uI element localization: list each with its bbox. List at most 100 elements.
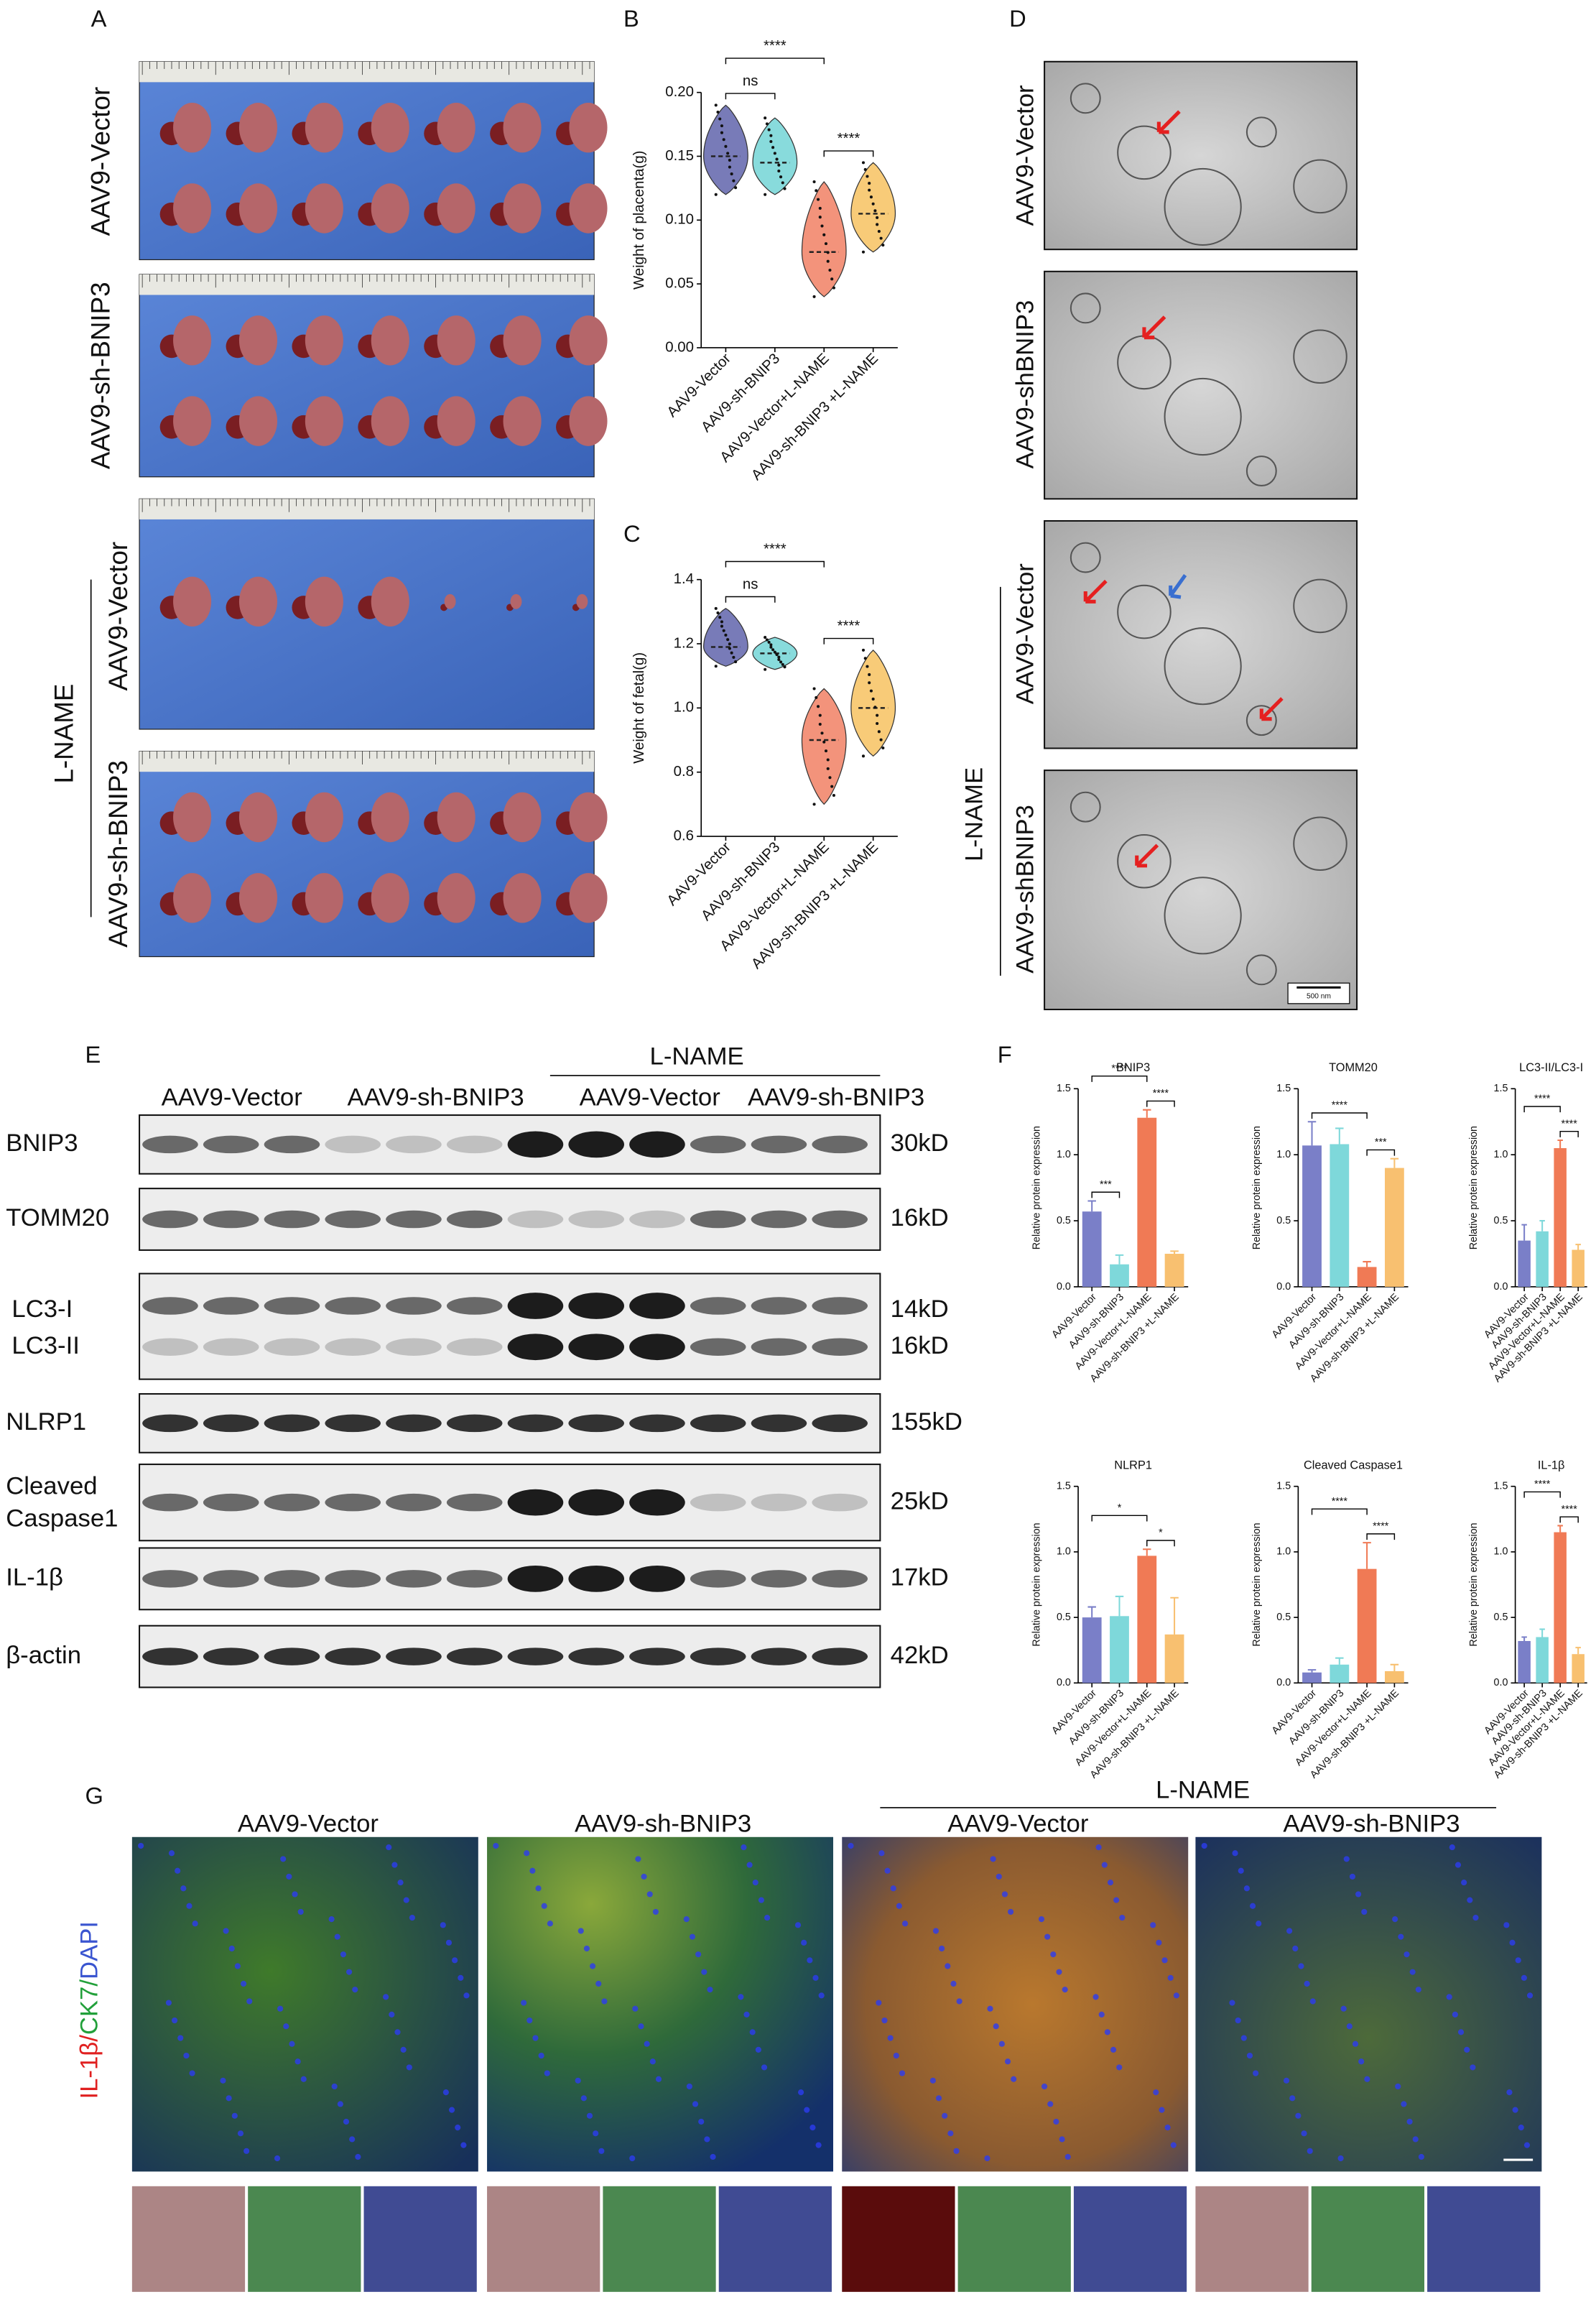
nucleus [346,1969,353,1975]
y-tick-label: 1.5 [1057,1480,1071,1492]
point [764,193,767,196]
band [386,1210,442,1229]
band [690,1210,746,1229]
nucleus [755,2046,761,2053]
nucleus [794,1922,802,1928]
nucleus [801,1939,807,1946]
error-bar [1087,1200,1096,1212]
fetus [305,315,343,366]
point [832,793,835,798]
fetus [173,183,212,234]
nucleus [632,2005,639,2012]
nucleus [1246,2052,1253,2059]
bar [1164,1634,1184,1683]
y-axis-label: Relative protein expression [1251,1522,1263,1646]
channel-image [363,2186,477,2292]
significance-bracket [1091,1191,1121,1198]
nucleus [698,2118,705,2125]
channel-image [248,2186,361,2292]
point [816,705,820,708]
nucleus [240,1980,247,1987]
arrow [1142,315,1166,340]
y-tick-label: 1.4 [674,571,694,587]
fetus [305,396,343,446]
point [861,161,866,165]
bar [1536,1637,1549,1683]
significance-bracket [1559,1130,1579,1137]
point [716,611,720,615]
em-image [1044,270,1358,500]
point [783,665,787,669]
point [726,638,730,642]
nucleus [192,1921,198,1927]
point [714,606,718,610]
band [690,1414,746,1433]
size-label: 16kD [891,1204,949,1231]
significance-bracket [1091,1515,1148,1522]
nucleus [804,2107,810,2113]
point [822,233,826,236]
nucleus [228,1945,235,1952]
nucleus [1304,1980,1310,1987]
nucleus [277,2005,284,2012]
significance-bracket [725,596,776,603]
fetus [371,315,409,366]
nucleus [328,1916,335,1923]
y-tick-label: 0.5 [1276,1215,1291,1226]
band [142,1338,198,1356]
band [812,1570,868,1588]
nucleus [932,1928,939,1934]
point [728,165,731,169]
point [714,193,718,196]
band [203,1570,259,1588]
fetus [503,873,542,923]
nucleus [1116,2064,1123,2071]
group-label: AAV9-sh-BNIP3 [575,1811,751,1838]
nucleus [1038,1916,1045,1923]
point [777,655,781,659]
nucleus [138,1842,144,1849]
nucleus [175,1867,181,1874]
point [724,633,728,637]
band [812,1647,868,1665]
nucleus [993,2023,999,2030]
fetus [569,396,608,446]
band [812,1414,868,1433]
fetus [305,102,343,153]
band [264,1493,320,1512]
fetus [173,102,212,153]
nucleus [165,2000,172,2006]
band [264,1647,320,1665]
band [142,1135,198,1154]
channel-image [1073,2186,1187,2292]
band [386,1414,442,1433]
group-label: AAV9-sh-BNIP3 [347,1084,524,1111]
bar [1384,1168,1404,1287]
point [828,268,832,272]
point [826,259,830,263]
fetus [444,593,456,609]
band [629,1210,685,1229]
nucleus [953,2148,960,2154]
nucleus [749,2029,756,2035]
treatment-label: L-NAME [1156,1777,1250,1804]
point [775,653,779,657]
y-axis-label: Relative protein expression [1031,1126,1043,1249]
protein-label: IL-1β [6,1564,63,1591]
significance-label: * [1159,1528,1163,1539]
em-image [1044,519,1358,749]
violin [703,104,748,195]
y-tick-label: 0.5 [1276,1612,1291,1623]
nucleus [689,1933,696,1940]
error-bar [1557,1139,1563,1148]
panel-label: C [623,520,641,547]
point [714,103,718,107]
nucleus [590,1963,596,1969]
channel-image [1311,2186,1425,2292]
point [820,731,824,735]
nucleus [1161,1957,1168,1964]
fetus [371,873,409,923]
fetus [569,315,608,366]
band [568,1414,625,1433]
